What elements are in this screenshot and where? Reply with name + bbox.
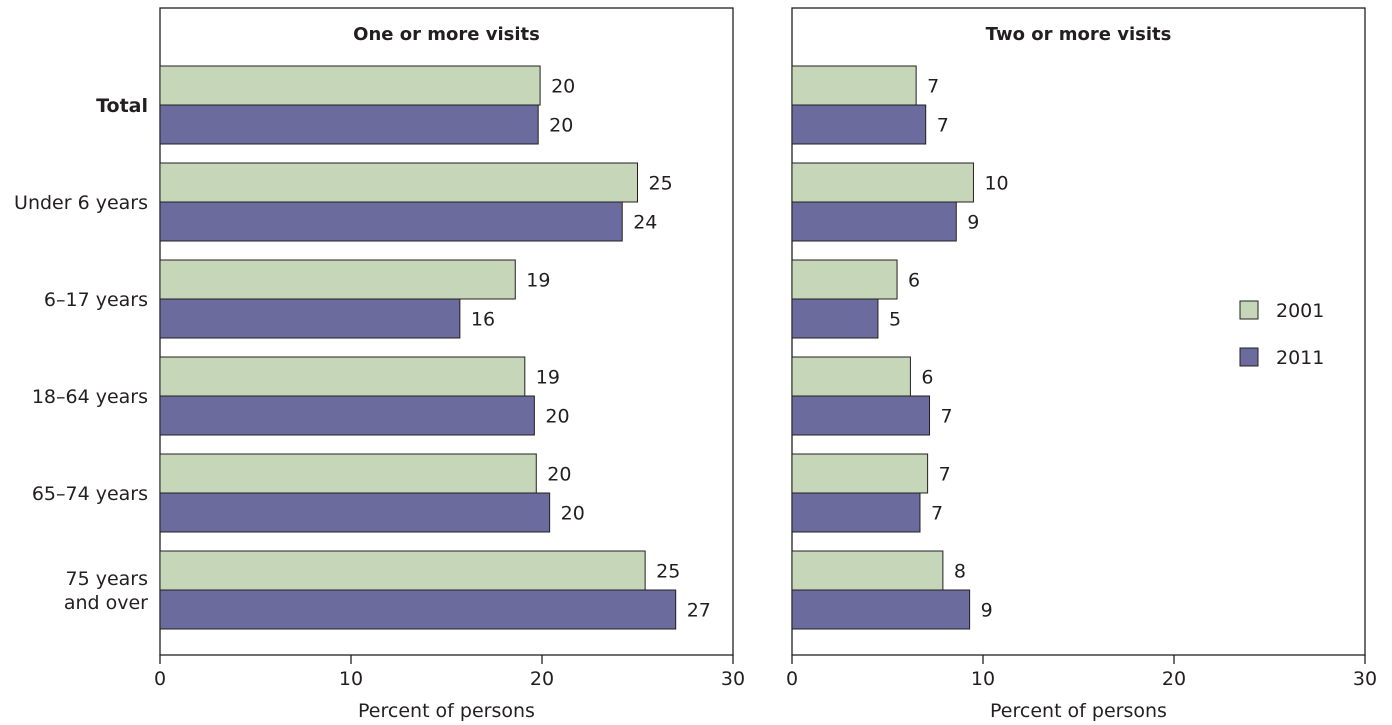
data-label: 5 [889,309,901,331]
bar-2001 [159,65,541,106]
data-label: 19 [536,367,560,389]
data-label: 6 [921,367,933,389]
data-label: 20 [561,503,585,525]
x-tick-label: 0 [786,668,798,690]
data-label: 7 [927,76,939,98]
category-label-text: Under 6 years [14,192,148,214]
legend: 2001 2011 [1239,300,1324,369]
legend-swatch-2011 [1239,347,1259,367]
data-label: 20 [549,115,573,137]
x-tick-label: 10 [971,668,995,690]
category-label: 65–74 years [32,483,148,505]
bar-2001 [159,453,537,494]
data-label: 19 [526,270,550,292]
x-tick-label: 10 [339,668,363,690]
bar-2001 [159,259,516,300]
bar-2011 [791,589,971,630]
data-label: 6 [908,270,920,292]
bar-2011 [791,395,931,436]
x-axis-label: Percent of persons [990,700,1167,722]
bar-2001 [159,162,638,203]
category-label: 18–64 years [32,386,148,408]
legend-label: 2001 [1276,300,1324,322]
category-label-text: 65–74 years [32,483,148,505]
bar-2011 [159,104,539,145]
category-label-text: Total [96,95,148,117]
x-tick-label: 20 [1162,668,1186,690]
legend-swatch-2001 [1239,300,1259,320]
category-label-text: 6–17 years [44,289,148,311]
category-label: Total [96,95,148,117]
panel-title: One or more visits [353,24,540,45]
data-label: 7 [939,464,951,486]
bar-2011 [791,104,927,145]
x-tick-label: 0 [154,668,166,690]
bar-2001 [159,356,526,397]
data-label: 9 [967,212,979,234]
data-label: 10 [984,173,1008,195]
x-tick-label: 30 [721,668,745,690]
data-label: 20 [545,406,569,428]
bar-2011 [791,492,921,533]
data-label: 25 [656,561,680,583]
legend-label: 2011 [1276,347,1324,369]
bar-2001 [791,259,898,300]
bar-2011 [159,298,461,339]
x-axis-label: Percent of persons [358,700,535,722]
bar-2001 [791,356,911,397]
bar-2011 [791,201,957,242]
data-label: 7 [941,406,953,428]
data-label: 25 [649,173,673,195]
category-label: 6–17 years [44,289,148,311]
category-label-text: 75 years [65,568,148,590]
data-label: 7 [937,115,949,137]
bar-2011 [159,589,677,630]
data-label: 16 [471,309,495,331]
chart-panel-1: One or more visits 20 20 25 24 19 16 19 20 20 20 25… [154,7,745,722]
bar-2001 [791,453,929,494]
category-label-text: 18–64 years [32,386,148,408]
bar-2011 [159,492,551,533]
x-tick-label: 30 [1353,668,1377,690]
data-label: 20 [547,464,571,486]
bar-2011 [159,201,623,242]
data-label: 24 [633,212,657,234]
data-label: 27 [687,600,711,622]
bar-2011 [791,298,879,339]
x-tick-label: 20 [530,668,554,690]
bar-2001 [791,162,974,203]
bar-2001 [791,65,917,106]
data-label: 9 [981,600,993,622]
category-label-text: and over [64,592,148,614]
bar-2001 [791,550,944,591]
category-label: Under 6 years [14,192,148,214]
data-label: 20 [551,76,575,98]
data-label: 7 [931,503,943,525]
bar-2001 [159,550,646,591]
bar-2011 [159,395,535,436]
data-label: 8 [954,561,966,583]
panel-title: Two or more visits [986,24,1172,45]
